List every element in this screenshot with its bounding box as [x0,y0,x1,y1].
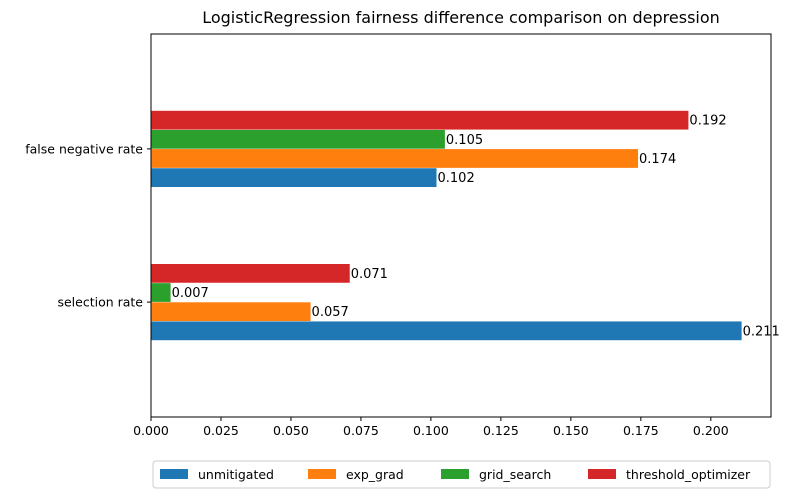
data-label-exp_grad-selection-rate: 0.057 [312,305,349,320]
chart-title: LogisticRegression fairness difference c… [202,8,720,27]
bar-unmitigated-selection-rate [151,321,742,341]
bar-exp_grad-false-negative-rate [151,149,639,168]
bar-grid_search-false-negative-rate [151,129,445,149]
legend-swatch-grid_search [441,469,469,479]
data-label-unmitigated-selection-rate: 0.211 [743,324,780,339]
data-label-exp_grad-false-negative-rate: 0.174 [639,152,676,167]
x-tick-label: 0.000 [133,423,169,438]
y-axis: selection rate false negative rate [25,141,151,310]
bar-threshold_optimizer-selection-rate [151,263,350,283]
legend: unmitigated exp_grad grid_search threshold_… [152,460,771,489]
bar-exp_grad-selection-rate [151,302,311,322]
x-tick-label: 0.150 [553,423,589,438]
data-label-grid_search-selection-rate: 0.007 [172,286,209,301]
x-tick-label: 0.100 [413,423,449,438]
data-label-unmitigated-false-negative-rate: 0.102 [438,171,475,186]
bar-grid_search-selection-rate [151,283,171,302]
x-axis: 0.000 0.025 0.050 0.075 0.100 0.125 0.150 0.175… [133,417,729,438]
data-label-threshold_optimizer-false-negative-rate: 0.192 [689,114,726,129]
legend-swatch-unmitigated [160,469,188,479]
legend-label-threshold_optimizer: threshold_optimizer [626,467,751,482]
legend-swatch-threshold_optimizer [588,469,616,479]
data-label-threshold_optimizer-selection-rate: 0.071 [351,267,388,282]
bars-layer [151,110,742,341]
x-tick-label: 0.075 [343,423,379,438]
x-tick-label: 0.050 [273,423,309,438]
legend-label-grid_search: grid_search [479,467,551,482]
plot-frame [150,33,772,418]
data-labels-layer: 0.211 0.057 0.007 0.071 0.102 0.174 0.105 0.192 [172,114,780,340]
y-tick-label: false negative rate [25,141,143,156]
x-tick-label: 0.175 [623,423,659,438]
x-tick-label: 0.200 [693,423,729,438]
bar-threshold_optimizer-false-negative-rate [151,110,689,130]
x-tick-label: 0.125 [483,423,519,438]
x-tick-label: 0.025 [203,423,239,438]
bar-unmitigated-false-negative-rate [151,168,437,188]
legend-swatch-exp_grad [308,469,336,479]
legend-label-unmitigated: unmitigated [198,467,274,482]
y-tick-label: selection rate [57,295,143,310]
data-label-grid_search-false-negative-rate: 0.105 [446,133,483,148]
legend-label-exp_grad: exp_grad [346,467,404,482]
